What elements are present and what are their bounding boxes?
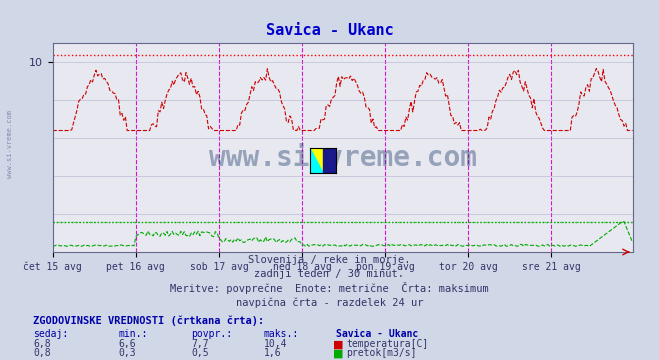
- Text: Meritve: povprečne  Enote: metrične  Črta: maksimum: Meritve: povprečne Enote: metrične Črta:…: [170, 282, 489, 294]
- Text: zadnji teden / 30 minut.: zadnji teden / 30 minut.: [254, 269, 405, 279]
- Text: ■: ■: [333, 348, 343, 359]
- Text: 0,3: 0,3: [119, 348, 136, 359]
- Text: Slovenija / reke in morje.: Slovenija / reke in morje.: [248, 255, 411, 265]
- Polygon shape: [310, 148, 323, 173]
- Text: 6,8: 6,8: [33, 339, 51, 350]
- Text: povpr.:: povpr.:: [191, 329, 232, 339]
- Text: 10,4: 10,4: [264, 339, 287, 350]
- Text: 1,6: 1,6: [264, 348, 281, 359]
- Text: Savica - Ukanc: Savica - Ukanc: [266, 23, 393, 39]
- Text: ZGODOVINSKE VREDNOSTI (črtkana črta):: ZGODOVINSKE VREDNOSTI (črtkana črta):: [33, 315, 264, 326]
- Text: min.:: min.:: [119, 329, 148, 339]
- Text: 0,8: 0,8: [33, 348, 51, 359]
- Text: temperatura[C]: temperatura[C]: [346, 339, 428, 350]
- Text: maks.:: maks.:: [264, 329, 299, 339]
- Text: ■: ■: [333, 339, 343, 350]
- Text: 7,7: 7,7: [191, 339, 209, 350]
- Text: www.si-vreme.com: www.si-vreme.com: [7, 110, 13, 178]
- Text: pretok[m3/s]: pretok[m3/s]: [346, 348, 416, 359]
- Text: 6,6: 6,6: [119, 339, 136, 350]
- Text: navpična črta - razdelek 24 ur: navpična črta - razdelek 24 ur: [236, 297, 423, 308]
- Text: Savica - Ukanc: Savica - Ukanc: [336, 329, 418, 339]
- Text: 0,5: 0,5: [191, 348, 209, 359]
- Text: www.si-vreme.com: www.si-vreme.com: [209, 144, 476, 172]
- Text: sedaj:: sedaj:: [33, 329, 68, 339]
- Polygon shape: [323, 148, 336, 173]
